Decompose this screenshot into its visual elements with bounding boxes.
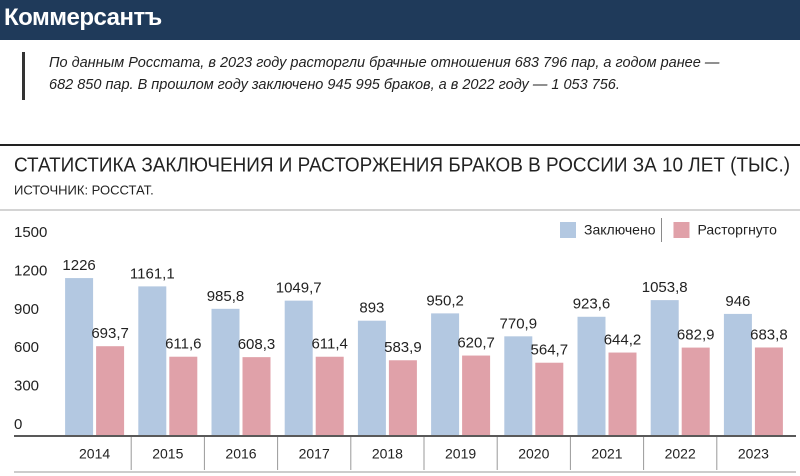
bar — [242, 357, 271, 435]
bar — [169, 356, 198, 435]
bar — [462, 355, 491, 435]
value-label: 893 — [359, 300, 384, 317]
y-tick-label: 1500 — [14, 224, 47, 241]
value-label: 611,4 — [311, 336, 347, 353]
x-tick-label: 2021 — [591, 446, 622, 462]
x-tick-label: 2018 — [372, 446, 403, 462]
chart-subtitle: ИСТОЧНИК: РОССТАТ. — [14, 182, 154, 197]
legend-label: Заключено — [584, 222, 656, 238]
value-label: 608,3 — [238, 336, 276, 353]
bar — [504, 336, 533, 435]
bar — [211, 308, 240, 435]
x-tick-label: 2016 — [225, 446, 256, 462]
value-label: 583,9 — [384, 339, 422, 356]
x-tick-label: 2015 — [152, 446, 183, 462]
bar — [315, 356, 344, 435]
bar — [65, 278, 94, 435]
value-label: 564,7 — [531, 342, 569, 359]
bar — [608, 352, 637, 435]
value-label: 923,6 — [573, 296, 611, 313]
y-tick-label: 1200 — [14, 262, 47, 279]
value-label: 682,9 — [677, 327, 715, 344]
masthead: Коммерсантъ — [0, 0, 800, 40]
value-label: 985,8 — [207, 288, 245, 305]
x-tick-label: 2022 — [665, 446, 696, 462]
bar — [681, 347, 710, 435]
bar — [723, 313, 752, 435]
bar — [357, 320, 386, 435]
y-tick-label: 0 — [14, 416, 22, 433]
bar — [577, 316, 606, 435]
value-label: 950,2 — [426, 292, 464, 309]
value-label: 1161,1 — [130, 265, 175, 282]
legend-swatch — [673, 222, 690, 238]
y-tick-label: 300 — [14, 378, 39, 395]
bar — [96, 346, 125, 435]
value-label: 611,6 — [165, 336, 201, 353]
quote-line: 682 850 пар. В прошлом году заключено 94… — [49, 77, 620, 93]
y-tick-label: 900 — [14, 301, 39, 318]
quote: По данным Росстата, в 2023 году расторгл… — [22, 52, 719, 100]
value-label: 946 — [725, 293, 750, 310]
brand: Коммерсантъ — [4, 4, 162, 31]
legend-label: Расторгнуто — [697, 222, 777, 238]
bar — [388, 360, 417, 435]
y-tick-label: 600 — [14, 339, 39, 356]
value-label: 1226 — [62, 257, 95, 274]
legend-swatch — [560, 222, 576, 238]
bar — [431, 313, 460, 435]
bar — [138, 286, 167, 435]
quote-line: По данным Росстата, в 2023 году расторгл… — [49, 55, 720, 71]
bar — [754, 347, 783, 435]
x-tick-label: 2014 — [79, 446, 110, 462]
chart-title: СТАТИСТИКА ЗАКЛЮЧЕНИЯ И РАСТОРЖЕНИЯ БРАК… — [14, 153, 790, 176]
bar — [535, 362, 564, 435]
value-label: 693,7 — [91, 325, 129, 342]
value-label: 683,8 — [750, 326, 788, 343]
x-tick-label: 2020 — [518, 446, 549, 462]
x-tick-label: 2023 — [738, 446, 769, 462]
value-label: 1053,8 — [642, 279, 688, 296]
value-label: 770,9 — [500, 315, 538, 332]
bar — [284, 300, 313, 435]
x-tick-label: 2019 — [445, 446, 476, 462]
value-label: 620,7 — [457, 335, 495, 352]
bar — [650, 300, 679, 435]
value-label: 644,2 — [604, 332, 642, 349]
x-tick-label: 2017 — [299, 446, 330, 462]
value-label: 1049,7 — [276, 280, 322, 297]
